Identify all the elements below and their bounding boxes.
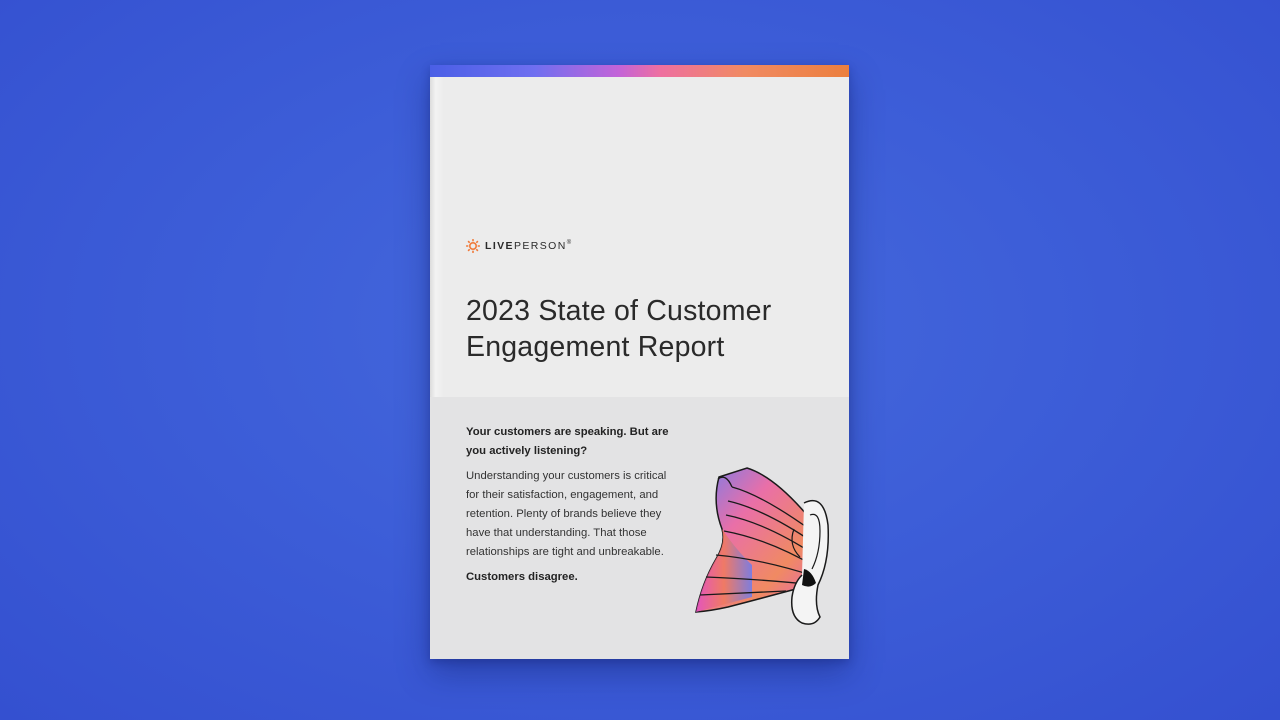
- report-title: 2023 State of Customer Engagement Report: [466, 293, 836, 365]
- logo-word-person: PERSON: [513, 240, 567, 252]
- body-line: have that understanding. That those: [466, 527, 647, 539]
- lead-question: Your customers are speaking. But are you…: [466, 423, 696, 461]
- liveperson-logo: LIVEPERSON®: [466, 239, 571, 253]
- lead-line: Your customers are speaking. But are: [466, 426, 669, 438]
- body-line: relationships are tight and unbreakable.: [466, 546, 664, 558]
- logo-wordmark: LIVEPERSON®: [485, 240, 571, 252]
- intro-paragraph: Understanding your customers is critical…: [466, 467, 706, 562]
- lead-line: you actively listening?: [466, 445, 588, 457]
- body-line: Understanding your customers is critical: [466, 470, 667, 482]
- closing-statement: Customers disagree.: [466, 571, 578, 583]
- report-cover: LIVEPERSON® 2023 State of Customer Engag…: [430, 65, 849, 659]
- gradient-top-bar: [430, 65, 849, 77]
- sun-burst-icon: [466, 239, 480, 253]
- body-line: retention. Plenty of brands believe they: [466, 508, 662, 520]
- logo-word-live: LIVE: [485, 240, 514, 252]
- registered-mark: ®: [566, 240, 572, 246]
- title-line: 2023 State of Customer: [466, 295, 772, 327]
- ear-listening-illustration: [695, 467, 830, 625]
- body-line: for their satisfaction, engagement, and: [466, 489, 659, 501]
- title-line: Engagement Report: [466, 331, 725, 363]
